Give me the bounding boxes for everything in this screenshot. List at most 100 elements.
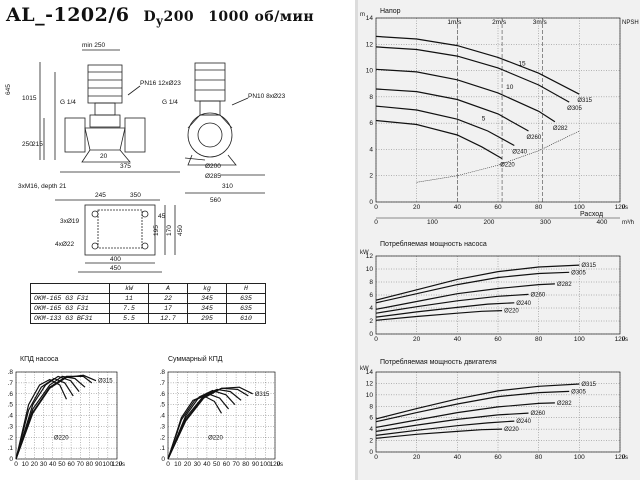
y-tick-label: 4 xyxy=(369,305,373,312)
curve-label: Ø260 xyxy=(527,135,542,141)
spec-cell: OKM-133 G3 BF31 xyxy=(30,313,110,324)
x-unit-label: l/s xyxy=(277,462,283,468)
thread-g14-left: G 1/4 xyxy=(60,99,76,106)
outlet-flange-side xyxy=(124,117,146,153)
x2-tick-label: 400 xyxy=(596,219,607,226)
x-tick-label: 40 xyxy=(454,204,462,211)
motor-side-view xyxy=(87,64,123,104)
y-tick-label: 10 xyxy=(366,266,374,273)
x-tick-label: 80 xyxy=(535,204,543,211)
x-tick-label: 20 xyxy=(413,336,421,343)
x-tick-label: 100 xyxy=(102,461,113,468)
x-tick-label: 90 xyxy=(95,461,103,468)
x-tick-label: 60 xyxy=(67,461,75,468)
x-tick-label: 100 xyxy=(574,204,585,211)
spec-cell: 17 xyxy=(148,303,188,314)
y-tick-label: .3 xyxy=(160,423,166,430)
spec-header-kg: kg xyxy=(187,283,227,294)
y-tick-label: 0 xyxy=(369,199,373,206)
y-tick-label: 14 xyxy=(366,15,374,22)
dim-560: 560 xyxy=(210,197,221,204)
series-line xyxy=(375,88,529,132)
x-tick-label: 100 xyxy=(574,336,585,343)
y-tick-label: 8 xyxy=(369,403,373,410)
x2-tick-label: 0 xyxy=(374,219,378,226)
pump-top-front xyxy=(187,114,233,129)
y-unit-label: kW xyxy=(360,250,369,256)
dim-245: 245 xyxy=(95,192,106,199)
series-line xyxy=(375,68,556,123)
curve-label: Ø305 xyxy=(567,106,582,112)
dimension-drawing: min 250 645 1015 G 1/4 G 1/4 PN16 12xØ23… xyxy=(5,42,286,273)
spec-cell: 345 xyxy=(187,293,227,304)
y-tick-label: .2 xyxy=(8,434,14,441)
x-axis-title: Расход xyxy=(580,211,603,218)
spec-row: OKM-133 G3 BF31 5.5 12.7 295 610 xyxy=(30,313,266,324)
spec-header-a: A xyxy=(148,283,188,294)
model-title: AL_-1202/6 Dy200 1000 об/мин xyxy=(6,4,314,28)
x-tick-label: 60 xyxy=(223,461,231,468)
series-line xyxy=(15,374,97,460)
spec-cell: 610 xyxy=(226,313,266,324)
efficiency-contour-label: 10 xyxy=(506,84,514,91)
curve-label: Ø282 xyxy=(553,126,568,132)
flange-pn10: PN10 8xØ23 xyxy=(248,93,286,100)
x-tick-label: 0 xyxy=(14,461,18,468)
spec-cell: OKM-165 G3 F31 xyxy=(30,293,110,304)
efficiency-contour-label: 15 xyxy=(518,60,526,67)
datasheet-right xyxy=(358,0,640,480)
dim-min250: min 250 xyxy=(82,42,106,49)
velocity-label: 1m/s xyxy=(447,19,462,26)
y-tick-label: 4 xyxy=(369,146,373,153)
y-tick-label: .1 xyxy=(160,445,166,452)
dn-sub: y xyxy=(156,13,164,28)
motor-spec-table: kW A kg H OKM-165 G3 F31 11 22 345 635 O… xyxy=(30,283,266,324)
flange-pn16: PN16 12xØ23 xyxy=(140,80,181,87)
x-tick-label: 20 xyxy=(31,461,39,468)
dim-45: 45 xyxy=(158,213,166,220)
x-tick-label: 40 xyxy=(203,461,211,468)
y-tick-label: .1 xyxy=(8,445,14,452)
x-tick-label: 120 xyxy=(615,336,626,343)
tapped-holes: 3xM16, depth 21 xyxy=(18,183,67,190)
dn-letter: D xyxy=(143,9,157,25)
series-line xyxy=(375,420,515,436)
spec-row: OKM-165 G3 F31 7.5 17 345 635 xyxy=(30,303,266,314)
series-line xyxy=(15,377,74,460)
x-tick-label: 30 xyxy=(40,461,48,468)
x-unit-label: l/s xyxy=(119,462,125,468)
x-tick-label: 80 xyxy=(535,336,543,343)
series-line xyxy=(375,105,515,147)
dim-170: 170 xyxy=(166,225,173,236)
series-line xyxy=(375,271,570,304)
x-tick-label: 80 xyxy=(242,461,250,468)
x-tick-label: 30 xyxy=(194,461,202,468)
series-line xyxy=(375,390,570,423)
x-tick-label: 70 xyxy=(232,461,240,468)
spec-cell: 11 xyxy=(109,293,149,304)
dim-215: 215 xyxy=(32,141,43,148)
x-tick-label: 60 xyxy=(494,336,502,343)
x-tick-label: 40 xyxy=(49,461,57,468)
x-tick-label: 120 xyxy=(270,461,281,468)
series-line xyxy=(375,402,555,428)
series-line xyxy=(15,375,93,460)
y-tick-label: 12 xyxy=(366,380,374,387)
holes-d22: 4xØ22 xyxy=(55,241,75,248)
plot-area xyxy=(167,371,276,460)
series-line xyxy=(167,395,223,460)
spec-cell: 12.7 xyxy=(148,313,188,324)
series-line xyxy=(375,428,503,439)
curve-label: Ø220 xyxy=(504,309,519,315)
x-tick-label: 120 xyxy=(112,461,123,468)
dim-350: 350 xyxy=(130,192,141,199)
y-tick-label: 0 xyxy=(161,456,165,463)
spec-row: OKM-165 G3 F31 11 22 345 635 xyxy=(30,293,266,304)
plot-area xyxy=(375,17,621,203)
y-tick-label: .7 xyxy=(160,380,166,387)
y-unit-label: kW xyxy=(360,366,369,372)
spec-header-kw: kW xyxy=(109,283,149,294)
curve-label: Ø315 xyxy=(98,379,113,385)
x-tick-label: 0 xyxy=(166,461,170,468)
